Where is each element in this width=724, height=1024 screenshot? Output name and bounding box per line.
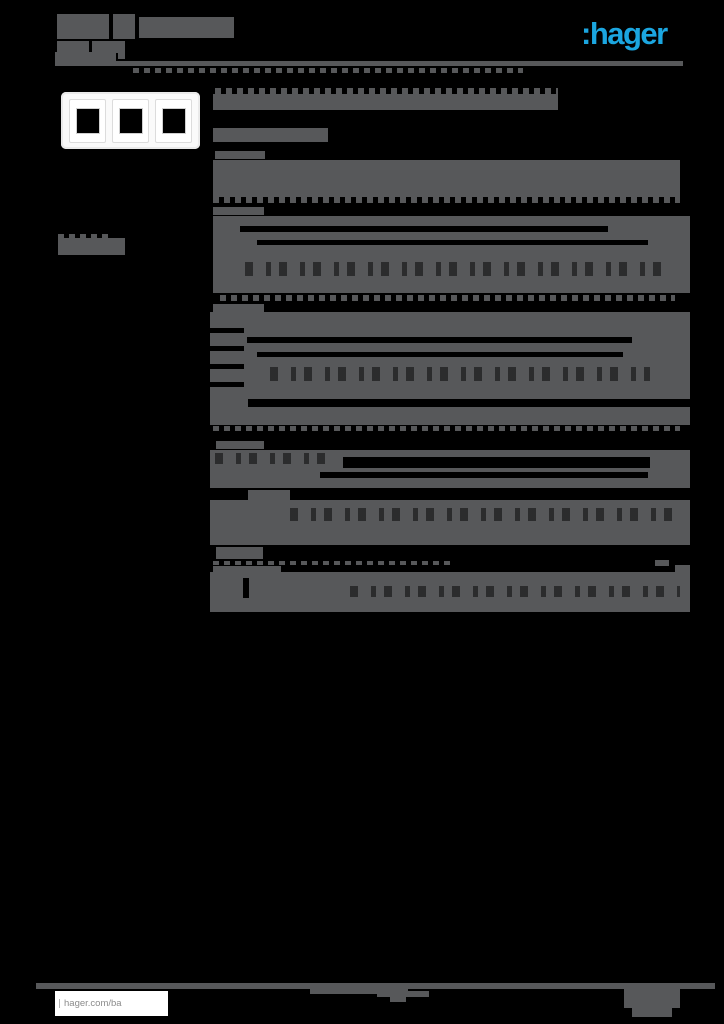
paragraph-block-4-texture [350, 586, 680, 597]
paragraph-block-3-descenders [213, 426, 680, 431]
spec-label-3 [213, 566, 281, 573]
spec-table-upper-texture [215, 453, 330, 464]
paragraph-block-4-notch [243, 578, 249, 598]
header-subtitle-word-2 [92, 41, 125, 53]
header-title-word-1 [57, 14, 109, 39]
spec-table-lower [210, 500, 690, 545]
hager-logo: :hager [581, 16, 668, 51]
spec-label-2 [216, 547, 263, 559]
paragraph-block-3-gap-2 [257, 352, 623, 357]
paragraph-block-2-descenders [220, 295, 675, 301]
paragraph-block-3-left-gap-4 [210, 382, 244, 387]
paragraph-block-3-gap-3 [248, 399, 690, 407]
spec-table-upper-gap-2 [320, 472, 648, 478]
footer-center-text-1 [310, 986, 408, 994]
page-heading [213, 94, 558, 110]
paragraph-block-3-texture [270, 367, 650, 381]
feature-label-3 [213, 304, 264, 312]
frame-gang-3 [155, 98, 192, 143]
footer-page-info [624, 984, 680, 1008]
footer-url-text: hager.com/ba [59, 999, 122, 1009]
paragraph-block-2-gap-2 [257, 240, 648, 245]
footer-center-text-2 [377, 991, 429, 997]
paragraph-block-2-gap-1 [240, 226, 608, 232]
spec-table-mid-fragment [248, 490, 290, 500]
image-caption-top [58, 234, 108, 238]
paragraph-block-2-texture [245, 262, 665, 276]
header-fineprint-row [133, 68, 523, 73]
footer-center-text-3 [390, 997, 406, 1002]
paragraph-block-3-gap-1 [247, 337, 632, 343]
image-caption [58, 238, 125, 255]
paragraph-block-3-left-gap-2 [210, 346, 244, 351]
page-heading-ascenders [215, 88, 558, 95]
frame-gang-window [161, 107, 186, 134]
paragraph-block-3-left-gap-1 [210, 328, 244, 333]
header-rule [55, 61, 683, 66]
footer-url-box: hager.com/ba [55, 991, 168, 1016]
spec-table-lower-texture [290, 508, 680, 521]
right-margin-mark [655, 560, 669, 566]
footer-page-info-2 [632, 1008, 672, 1017]
frame-gang-2 [112, 98, 149, 143]
header-title-word-3 [139, 17, 234, 38]
paragraph-block-3-left-gap-3 [210, 364, 244, 369]
frame-gang-window [75, 107, 100, 134]
header-subtitle-mark [118, 53, 125, 59]
section-heading [213, 128, 328, 142]
feature-label-2 [213, 207, 264, 215]
paragraph-block-1-descenders [213, 197, 680, 203]
paragraph-block-1 [213, 160, 680, 197]
header-title-word-2 [113, 14, 135, 39]
fineprint-row [213, 561, 453, 565]
header-subtitle-word-1 [57, 41, 89, 53]
frame-gang-window [118, 107, 143, 134]
feature-label-1 [215, 151, 265, 159]
product-image-3gang-frame [61, 92, 200, 149]
spec-label-1 [216, 441, 264, 449]
frame-gang-1 [69, 98, 106, 143]
spec-table-upper-gap-1 [343, 457, 650, 468]
